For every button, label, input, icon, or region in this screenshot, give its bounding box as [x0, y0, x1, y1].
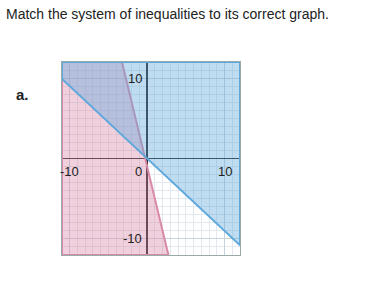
svg-text:-10: -10: [60, 164, 79, 179]
svg-text:10: 10: [128, 71, 142, 86]
svg-text:10: 10: [218, 164, 232, 179]
html-text:Match the system of inequaliti: Match the system of inequalities to its …: [6, 6, 329, 22]
html-text:a.: a.: [16, 86, 29, 103]
svg-text:0: 0: [135, 164, 142, 179]
svg-text:-10: -10: [123, 231, 142, 246]
